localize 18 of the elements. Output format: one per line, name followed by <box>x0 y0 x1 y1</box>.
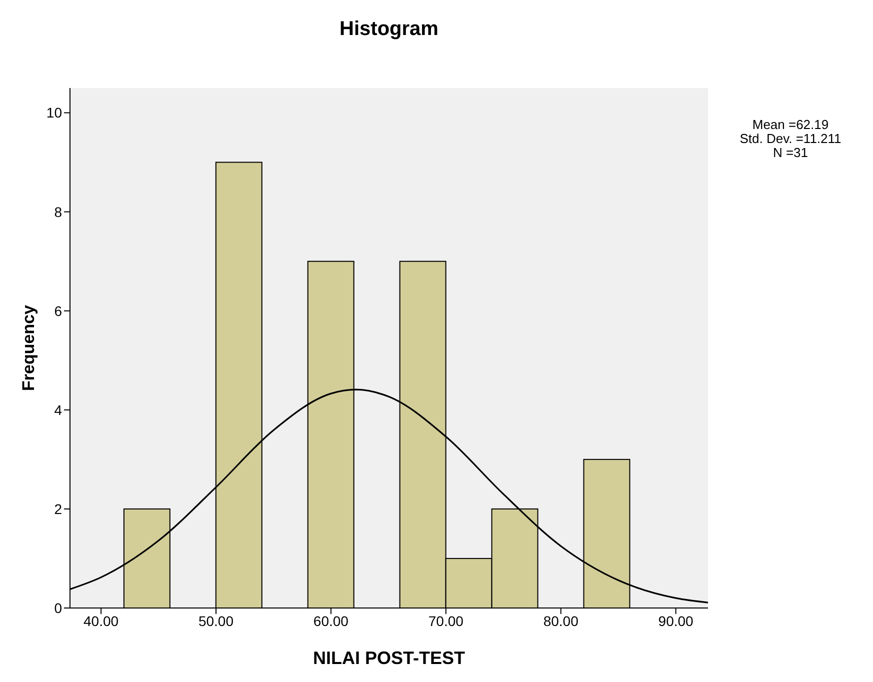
y-tick-label: 2 <box>54 500 62 517</box>
text: Mean =62.19 <box>751 117 830 132</box>
y-tick-label: 8 <box>54 204 62 220</box>
y-tick-label: 10 <box>46 104 62 121</box>
x-tick-label: 80.00 <box>543 612 579 629</box>
x-tick-label: 90.00 <box>658 612 694 629</box>
text: Std. Dev. =11.211 <box>738 131 842 146</box>
x-tick-label: 40.00 <box>84 612 119 629</box>
x-axis-title: NILAI POST-TEST <box>312 648 466 668</box>
y-tick-label: 4 <box>54 402 62 418</box>
y-tick-label: 6 <box>54 302 62 319</box>
chart-title: Histogram <box>338 18 440 41</box>
y-axis-title: Frequency <box>19 304 38 391</box>
text: N =31 <box>772 145 810 160</box>
x-tick-label: 60.00 <box>313 612 349 629</box>
y-tick-label: 0 <box>54 600 62 616</box>
x-tick-label: 70.00 <box>428 612 464 629</box>
x-tick-label: 50.00 <box>198 612 234 629</box>
